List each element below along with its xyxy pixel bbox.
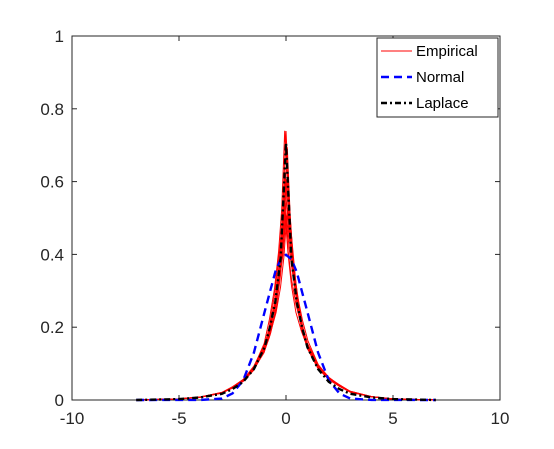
legend-label-empirical: Empirical (416, 43, 478, 60)
empirical-series-line (136, 209, 436, 401)
legend-label-normal: Normal (416, 69, 464, 86)
x-tick-label: 0 (281, 409, 290, 428)
x-tick-label: -10 (60, 409, 85, 428)
y-tick-label: 1 (55, 27, 64, 46)
tick-labels: -10 -5 0 5 10 0 0.2 0.4 0.6 0.8 1 (40, 27, 509, 428)
x-tick-label: 10 (491, 409, 510, 428)
laplace-series-line (136, 142, 436, 402)
series-layer (136, 130, 436, 402)
y-tick-label: 0.8 (40, 100, 64, 119)
tick-marks (71, 35, 501, 401)
y-tick-label: 0.2 (40, 318, 64, 337)
x-tick-label: -5 (171, 409, 186, 428)
y-tick-label: 0.4 (40, 245, 64, 264)
normal-series-line (136, 253, 436, 402)
legend: Empirical Normal Laplace (376, 37, 499, 118)
legend-label-laplace: Laplace (416, 95, 469, 112)
y-tick-label: 0 (55, 391, 64, 410)
y-tick-label: 0.6 (40, 173, 64, 192)
x-tick-label: 5 (388, 409, 397, 428)
